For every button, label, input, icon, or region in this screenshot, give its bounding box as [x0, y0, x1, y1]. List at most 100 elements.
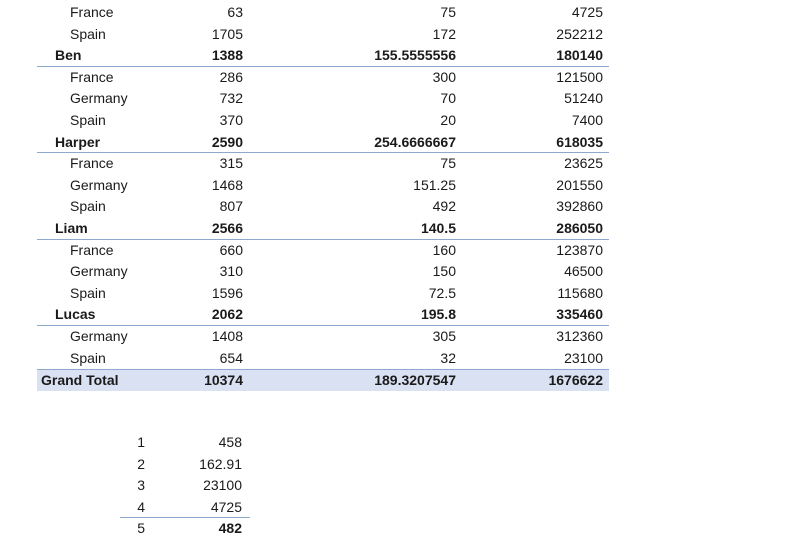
list-item: 3 23100 [120, 475, 250, 497]
average-cell: 195.8 [420, 306, 456, 323]
list-index: 3 [137, 477, 145, 494]
sum-cell: 2566 [211, 219, 243, 236]
sum-cell: 10374 [204, 372, 243, 389]
total-cell: 46500 [564, 263, 603, 280]
total-cell: 121500 [556, 68, 603, 85]
grand-total-row: Grand Total 10374 189.3207547 1676622 [37, 369, 609, 391]
average-cell: 75 [440, 155, 456, 172]
sum-cell: 1468 [211, 176, 243, 193]
table-row: Germany 1408 305 312360 [37, 326, 609, 348]
table-row: Spain 654 32 23100 [37, 348, 609, 370]
table-row: Spain 807 492 392860 [37, 196, 609, 218]
average-cell: 75 [440, 4, 456, 20]
table-row: France 286 300 121500 [37, 67, 609, 89]
table-row: Germany 310 150 46500 [37, 261, 609, 283]
sum-cell: 370 [219, 111, 243, 128]
sum-cell: 315 [219, 155, 243, 172]
total-cell: 312360 [556, 327, 603, 344]
average-cell: 254.6666667 [374, 133, 456, 150]
sum-cell: 654 [219, 349, 243, 366]
row-label: Spain [70, 111, 106, 128]
average-cell: 189.3207547 [374, 372, 456, 389]
list-index: 2 [137, 455, 145, 472]
list-index: 5 [137, 520, 145, 537]
list-value: 4725 [210, 498, 242, 515]
list-index: 4 [137, 498, 145, 515]
table-row: France 63 75 4725 [37, 2, 609, 24]
table-row: Germany 732 70 51240 [37, 88, 609, 110]
average-cell: 300 [432, 68, 456, 85]
average-cell: 32 [440, 349, 456, 366]
sum-cell: 310 [219, 263, 243, 280]
total-cell: 618035 [556, 133, 603, 150]
list-index: 1 [137, 434, 145, 450]
average-cell: 151.25 [413, 176, 456, 193]
row-label: Germany [70, 327, 128, 344]
average-cell: 305 [432, 327, 456, 344]
group-row: Lucas 2062 195.8 335460 [37, 304, 609, 326]
row-label: Germany [70, 176, 128, 193]
list-value: 23100 [203, 477, 242, 494]
number-list: 1 458 2 162.91 3 23100 4 4725 5 482 [120, 432, 250, 540]
table-row: Spain 370 20 7400 [37, 110, 609, 132]
list-value: 482 [218, 520, 242, 537]
total-cell: 115680 [557, 284, 603, 301]
row-label: Spain [70, 198, 106, 215]
sum-cell: 1388 [211, 47, 243, 64]
total-cell: 23100 [564, 349, 603, 366]
sum-cell: 2590 [211, 133, 243, 150]
list-item: 2 162.91 [120, 454, 250, 476]
total-cell: 7400 [571, 111, 603, 128]
sum-cell: 286 [219, 68, 243, 85]
average-cell: 160 [432, 241, 456, 258]
sum-cell: 1408 [211, 327, 243, 344]
row-label: France [70, 241, 114, 258]
row-label: Spain [70, 25, 106, 42]
pivot-table: France 63 75 4725 Spain 1705 172 252212 Ben 1388 1… [37, 2, 609, 391]
table-row: France 660 160 123870 [37, 240, 609, 262]
total-cell: 4725 [571, 4, 603, 20]
sum-cell: 660 [219, 241, 243, 258]
table-row: Spain 1705 172 252212 [37, 24, 609, 46]
sum-cell: 2062 [211, 306, 243, 323]
total-cell: 23625 [564, 155, 603, 172]
total-cell: 335460 [556, 306, 603, 323]
row-label: Ben [55, 47, 82, 64]
row-label: Germany [70, 263, 128, 280]
group-row: Harper 2590 254.6666667 618035 [37, 132, 609, 154]
row-label: France [70, 68, 114, 85]
average-cell: 72.5 [428, 284, 456, 301]
average-cell: 492 [432, 198, 456, 215]
row-label: Harper [55, 133, 101, 150]
row-label: Spain [70, 284, 106, 301]
list-item: 5 482 [120, 518, 250, 540]
average-cell: 172 [432, 25, 456, 42]
group-row: Ben 1388 155.5555556 180140 [37, 45, 609, 67]
list-item: 1 458 [120, 432, 250, 454]
table-row: France 315 75 23625 [37, 153, 609, 175]
average-cell: 70 [440, 90, 456, 107]
total-cell: 252212 [556, 25, 603, 42]
row-label: France [70, 4, 114, 20]
row-label: Spain [70, 349, 106, 366]
total-cell: 180140 [556, 47, 603, 64]
average-cell: 20 [440, 111, 456, 128]
table-row: Spain 1596 72.5 115680 [37, 283, 609, 305]
list-item: 4 4725 [120, 497, 250, 519]
row-label: Liam [55, 219, 88, 236]
sum-cell: 1705 [211, 25, 243, 42]
sum-cell: 1596 [211, 284, 243, 301]
total-cell: 392860 [556, 198, 603, 215]
average-cell: 150 [432, 263, 456, 280]
row-label: Grand Total [41, 372, 119, 389]
total-cell: 1676622 [548, 372, 603, 389]
row-label: Germany [70, 90, 128, 107]
average-cell: 155.5555556 [374, 47, 456, 64]
list-value: 162.91 [199, 455, 242, 472]
total-cell: 201550 [556, 176, 603, 193]
row-label: France [70, 155, 114, 172]
list-value: 458 [218, 434, 242, 450]
sum-cell: 732 [219, 90, 243, 107]
row-label: Lucas [55, 306, 96, 323]
average-cell: 140.5 [420, 219, 456, 236]
